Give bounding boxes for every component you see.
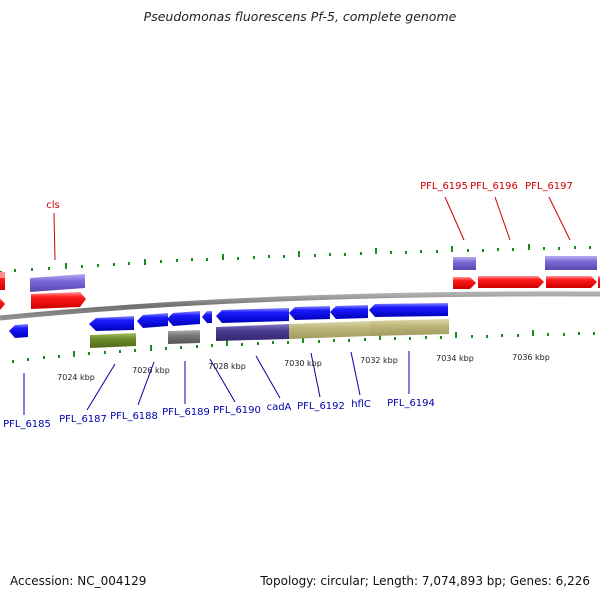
- scale-label: 7026 kbp: [132, 366, 170, 375]
- gene-arrow-pfl-6197[interactable]: [546, 276, 597, 288]
- genome-summary-text: Topology: circular; Length: 7,074,893 bp…: [260, 574, 590, 588]
- gene-arrow-pfl-6187[interactable]: [89, 316, 134, 331]
- reverse-gene-labels: PFL_6185 PFL_6187 PFL_6188 PFL_6189 PFL_…: [3, 398, 435, 430]
- gene-label-pfl-6195[interactable]: PFL_6195: [420, 181, 468, 192]
- feature-block[interactable]: [216, 324, 289, 341]
- gene-label-pfl-6187[interactable]: PFL_6187: [59, 414, 107, 425]
- gene-label-pfl-6197[interactable]: PFL_6197: [525, 181, 573, 192]
- gene-label-pfl-6192[interactable]: PFL_6192: [297, 401, 345, 412]
- gene-arrow-cada[interactable]: [289, 306, 330, 320]
- gene-arrow-pfl-6196[interactable]: [478, 276, 544, 288]
- feature-block[interactable]: [370, 319, 449, 336]
- forward-annotation-features: [0, 256, 597, 292]
- feature-block[interactable]: [168, 330, 200, 344]
- scale-labels: 7024 kbp 7026 kbp 7028 kbp 7030 kbp 7032…: [57, 353, 550, 382]
- feature-block[interactable]: [90, 333, 136, 348]
- gene-label-pfl-6188[interactable]: PFL_6188: [110, 411, 158, 422]
- forward-label-leaders: [53, 196, 571, 261]
- gene-label-pfl-6189[interactable]: PFL_6189: [162, 407, 210, 418]
- gene-label-pfl-6196[interactable]: PFL_6196: [470, 181, 518, 192]
- feature-block[interactable]: [0, 272, 5, 278]
- feature-block[interactable]: [453, 257, 476, 270]
- gene-label-hflc[interactable]: hflC: [351, 399, 371, 410]
- inner-tick-marks: [12, 330, 595, 363]
- outer-tick-marks: [0, 244, 591, 274]
- gene-arrow[interactable]: [0, 298, 5, 310]
- gene-arrow-pfl-6195[interactable]: [453, 277, 476, 289]
- feature-block[interactable]: [30, 274, 85, 292]
- gene-label-pfl-6194[interactable]: PFL_6194: [387, 398, 435, 409]
- accession-text: Accession: NC_004129: [10, 574, 147, 588]
- forward-gene-labels: cls PFL_6195 PFL_6196 PFL_6197: [46, 181, 573, 211]
- genome-title: Pseudomonas fluorescens Pf-5, complete g…: [143, 9, 457, 24]
- scale-label: 7034 kbp: [436, 354, 474, 363]
- genome-backbone: [0, 291, 600, 321]
- gene-label-cls[interactable]: cls: [46, 200, 60, 211]
- gene-arrow-hflc[interactable]: [369, 303, 448, 317]
- reverse-annotation-features: [90, 319, 449, 348]
- gene-label-cada[interactable]: cadA: [267, 402, 292, 413]
- reverse-strand-features: [9, 303, 448, 338]
- feature-block[interactable]: [289, 321, 370, 339]
- scale-label: 7024 kbp: [57, 373, 95, 382]
- gene-label-pfl-6185[interactable]: PFL_6185: [3, 419, 51, 430]
- gene-label-pfl-6190[interactable]: PFL_6190: [213, 405, 261, 416]
- gene-arrow-pfl-6188[interactable]: [137, 313, 168, 328]
- scale-label: 7036 kbp: [512, 353, 550, 362]
- gene-arrow-small[interactable]: [202, 311, 212, 323]
- reverse-label-leaders: [23, 351, 410, 415]
- gene-arrow-pfl-6190[interactable]: [216, 308, 289, 323]
- gene-arrow-pfl-6189[interactable]: [167, 311, 200, 326]
- scale-label: 7030 kbp: [284, 359, 322, 368]
- scale-label: 7028 kbp: [208, 362, 246, 371]
- gene-arrow-pfl-6185[interactable]: [9, 324, 28, 338]
- forward-strand-features: [0, 274, 600, 310]
- scale-label: 7032 kbp: [360, 356, 398, 365]
- feature-block[interactable]: [545, 256, 597, 270]
- gene-arrow-pfl-6192[interactable]: [330, 305, 368, 319]
- gene-arrow-cls[interactable]: [31, 292, 86, 309]
